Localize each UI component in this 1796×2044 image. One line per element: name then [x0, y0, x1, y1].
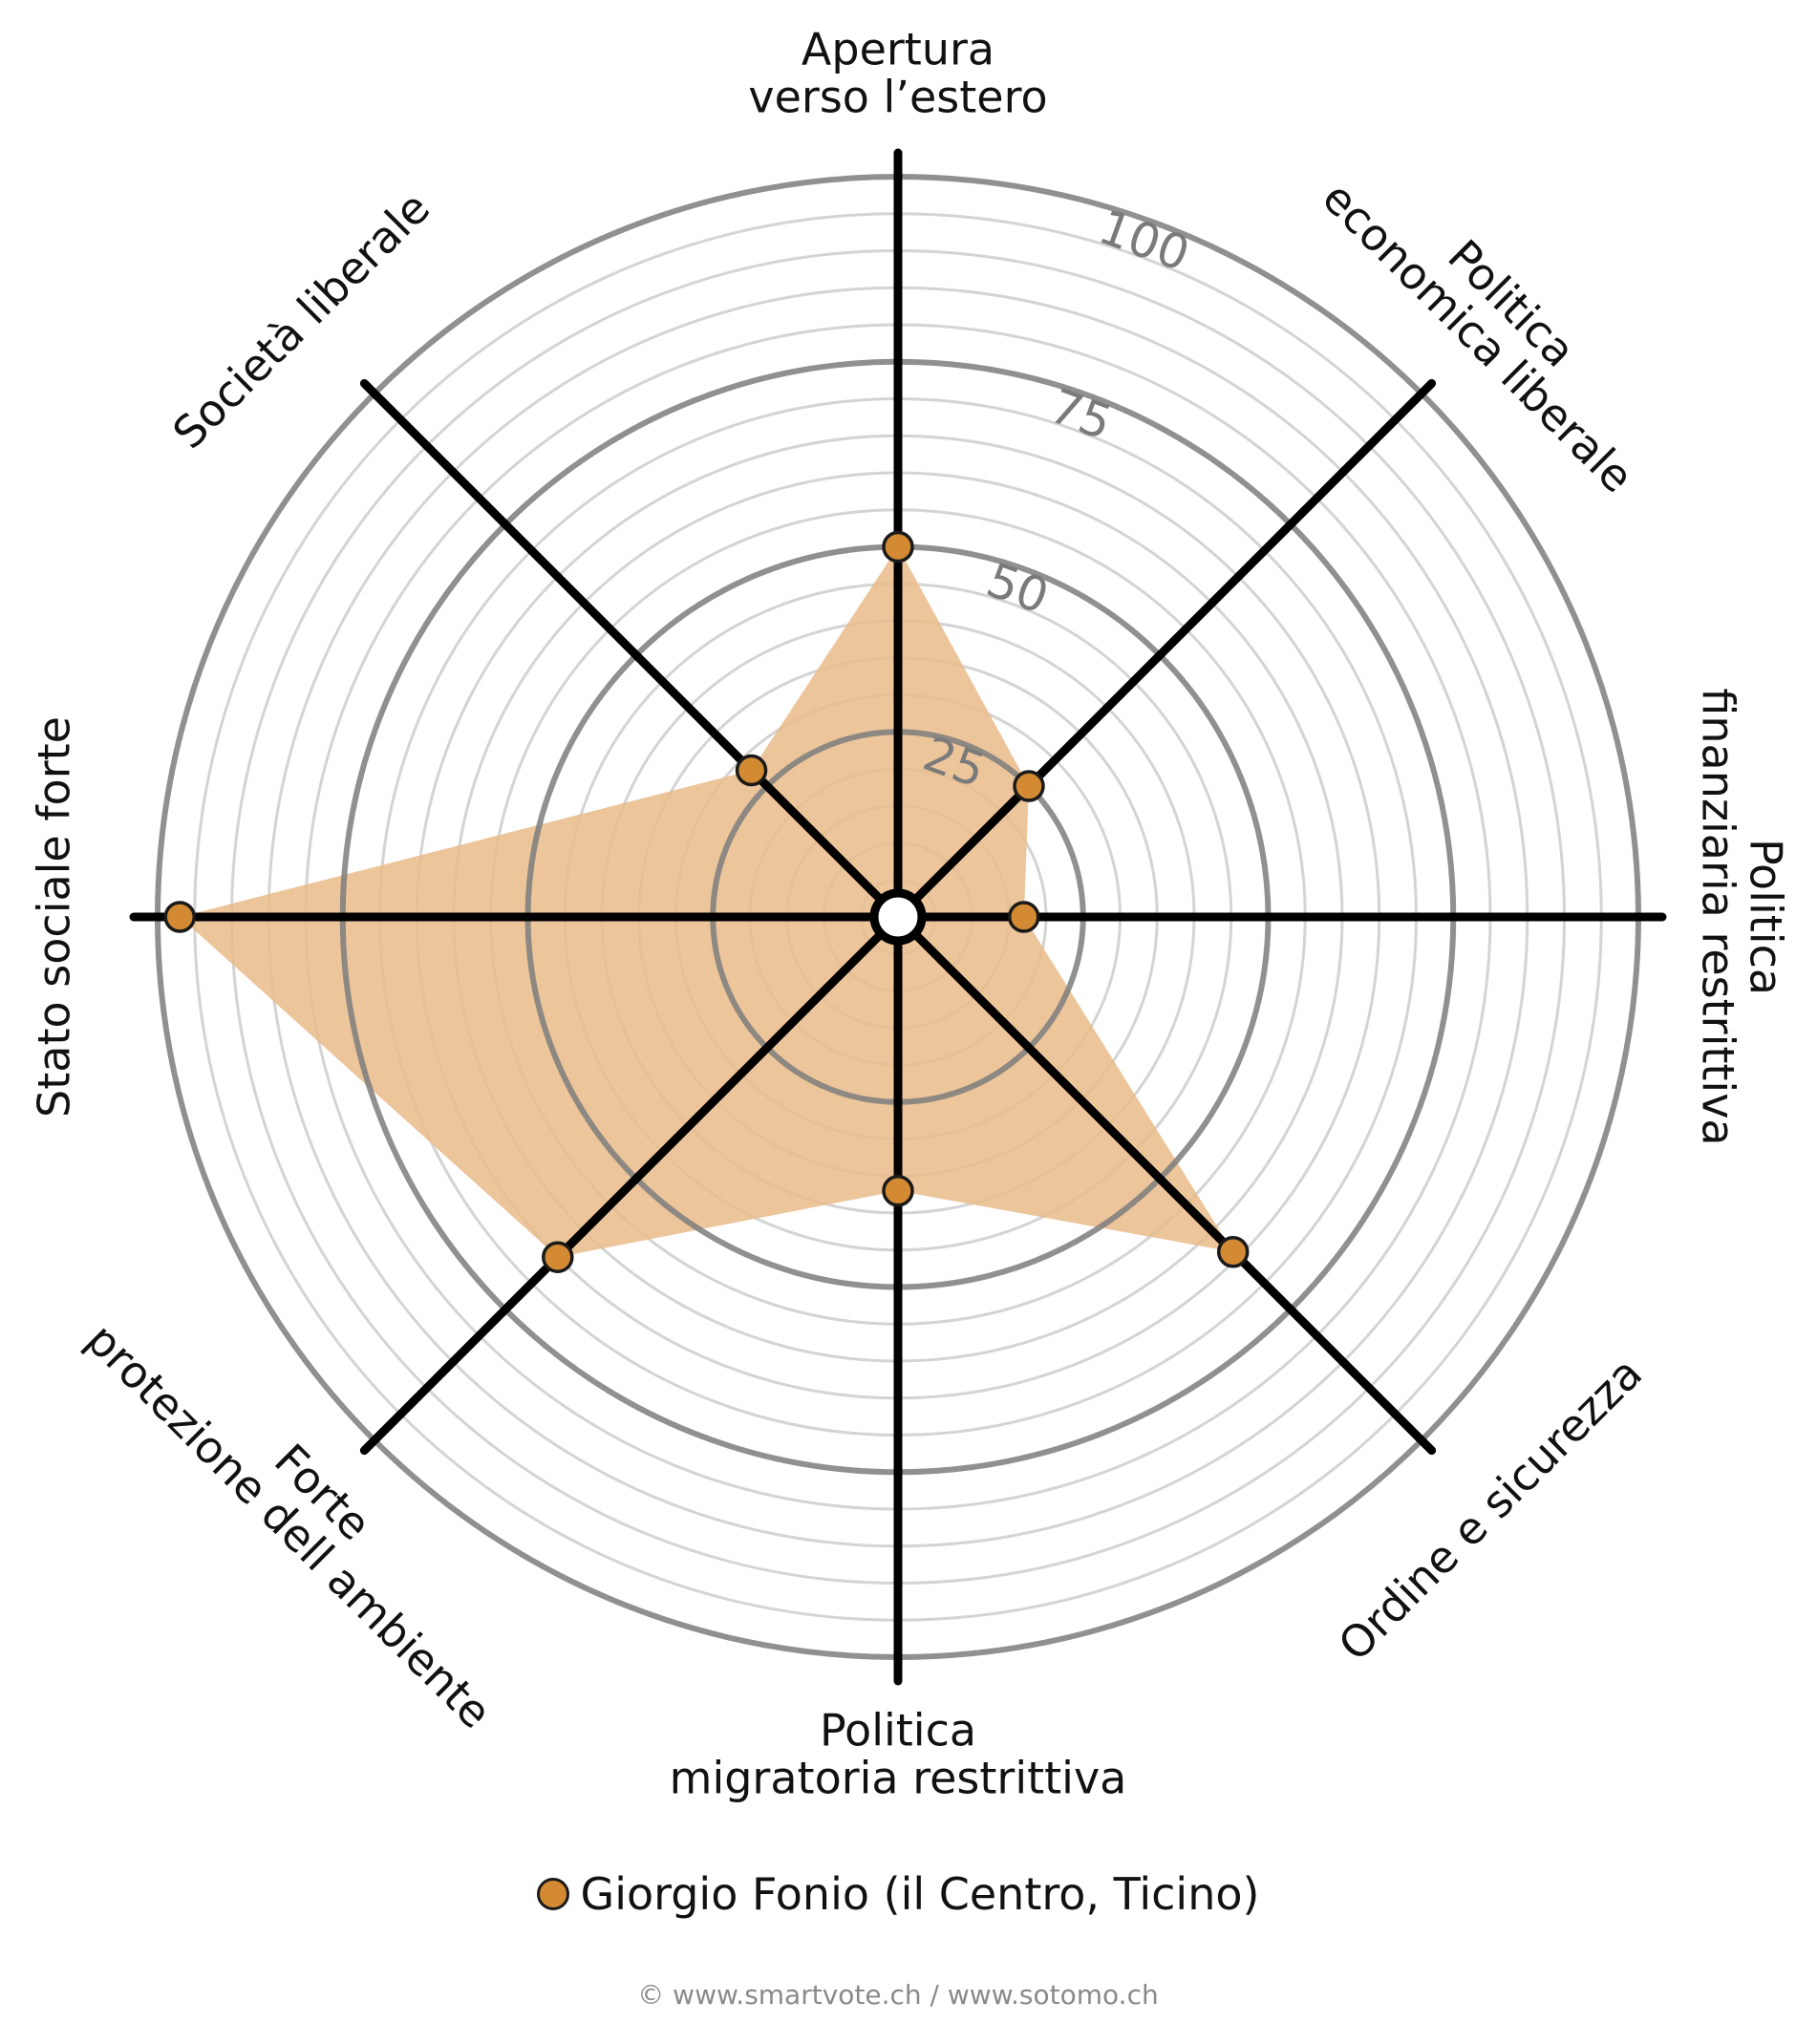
axis-spoke — [359, 912, 903, 1456]
axis-label-line: Politica — [820, 1705, 976, 1757]
axis-label-line: finanziaria restrittiva — [1693, 688, 1744, 1145]
tick-label: 75 — [1043, 378, 1120, 451]
axis-spoke — [359, 378, 903, 922]
data-area-polygon — [180, 546, 1233, 1258]
data-point — [735, 754, 768, 787]
data-point — [542, 1241, 574, 1273]
data-point — [163, 901, 196, 933]
axis-label-line: migratoria restrittiva — [670, 1753, 1127, 1804]
legend-label: Giorgio Fonio (il Centro, Ticino) — [580, 1868, 1260, 1920]
data-point — [1008, 901, 1040, 933]
center-dot — [869, 888, 927, 946]
tick-label: 50 — [979, 552, 1056, 625]
data-area — [180, 546, 1233, 1258]
data-point — [1013, 770, 1045, 802]
data-points — [163, 530, 1250, 1273]
data-point — [882, 1175, 914, 1207]
axis-spoke — [893, 912, 1437, 1456]
axis-label-line: verso l’estero — [748, 72, 1047, 123]
axis-label: Stato sociale forte — [29, 716, 80, 1118]
data-point — [1216, 1235, 1250, 1268]
legend: Giorgio Fonio (il Centro, Ticino) — [0, 1861, 1796, 1927]
axis-label-line: Stato sociale forte — [29, 716, 80, 1118]
tick-label: 100 — [1092, 199, 1197, 282]
axis-label-line: Apertura — [802, 24, 994, 75]
credits: © www.smartvote.ch / www.sotomo.ch — [637, 1979, 1159, 2011]
data-point — [882, 530, 914, 564]
axis-spoke — [893, 378, 1437, 922]
axis-label-line: Politica — [1741, 839, 1792, 995]
legend-marker-icon — [536, 1878, 569, 1910]
